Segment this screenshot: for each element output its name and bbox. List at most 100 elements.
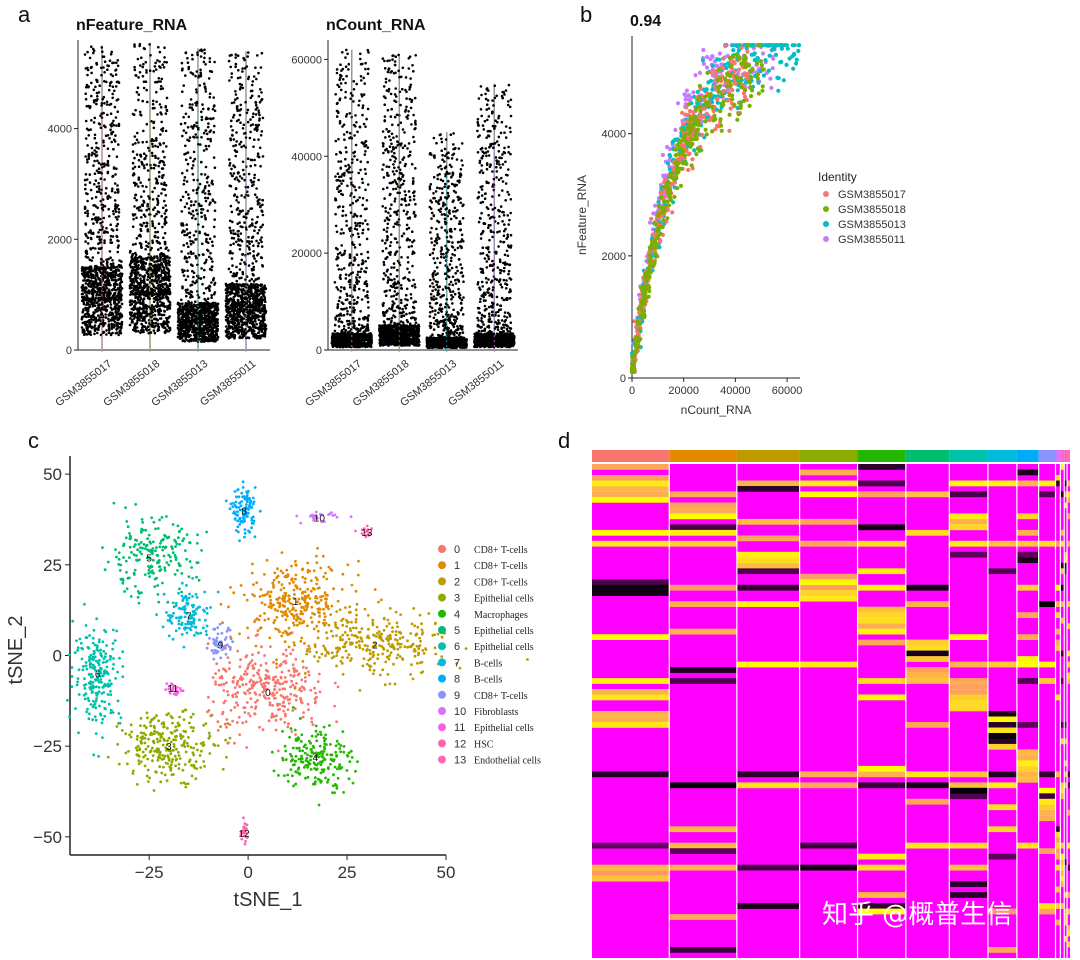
jitter-point bbox=[210, 70, 214, 73]
jitter-point bbox=[95, 79, 99, 82]
jitter-point bbox=[139, 181, 142, 184]
jitter-point bbox=[187, 196, 191, 200]
jitter-point bbox=[159, 309, 163, 313]
jitter-point bbox=[206, 326, 210, 330]
jitter-point bbox=[86, 199, 89, 203]
jitter-point bbox=[107, 293, 111, 296]
violin-GSM3855017: GSM3855017 bbox=[53, 45, 124, 409]
jitter-point bbox=[202, 327, 205, 330]
jitter-point bbox=[151, 272, 154, 275]
jitter-point bbox=[189, 250, 193, 254]
jitter-point bbox=[198, 332, 201, 336]
jitter-point bbox=[259, 88, 262, 91]
jitter-point bbox=[109, 303, 113, 306]
jitter-point bbox=[185, 223, 188, 226]
jitter-point bbox=[86, 307, 90, 311]
jitter-point bbox=[106, 197, 110, 200]
jitter-point bbox=[168, 326, 172, 330]
jitter-point bbox=[82, 301, 85, 304]
jitter-point bbox=[135, 198, 138, 202]
jitter-point bbox=[117, 215, 120, 218]
jitter-point bbox=[160, 322, 163, 326]
jitter-point bbox=[188, 231, 192, 235]
jitter-point bbox=[235, 285, 239, 288]
jitter-point bbox=[232, 229, 235, 232]
jitter-point bbox=[162, 313, 166, 317]
jitter-point bbox=[192, 160, 195, 163]
jitter-point bbox=[229, 243, 232, 247]
jitter-point bbox=[188, 103, 192, 106]
jitter-point bbox=[203, 52, 206, 55]
jitter-point bbox=[239, 76, 242, 79]
jitter-point bbox=[119, 326, 123, 329]
jitter-point bbox=[134, 275, 137, 279]
y-tick-label: 60000 bbox=[291, 54, 322, 66]
jitter-point bbox=[186, 162, 190, 166]
jitter-point bbox=[229, 333, 233, 337]
jitter-point bbox=[158, 60, 161, 63]
jitter-point bbox=[204, 299, 208, 302]
jitter-point bbox=[238, 87, 242, 91]
jitter-point bbox=[99, 192, 103, 195]
jitter-point bbox=[140, 257, 143, 261]
jitter-point bbox=[156, 299, 159, 302]
jitter-point bbox=[136, 57, 140, 61]
jitter-point bbox=[152, 284, 155, 287]
jitter-point bbox=[104, 313, 107, 316]
jitter-point bbox=[86, 50, 89, 54]
jitter-point bbox=[160, 192, 163, 195]
jitter-point bbox=[86, 242, 90, 245]
jitter-point bbox=[198, 182, 202, 186]
jitter-point bbox=[162, 278, 166, 282]
jitter-point bbox=[145, 163, 149, 166]
jitter-point bbox=[240, 316, 244, 319]
jitter-point bbox=[116, 302, 119, 306]
jitter-point bbox=[236, 298, 240, 302]
jitter-point bbox=[83, 178, 87, 182]
jitter-point bbox=[180, 250, 183, 253]
jitter-point bbox=[214, 302, 218, 306]
jitter-point bbox=[144, 60, 148, 64]
jitter-point bbox=[194, 317, 197, 321]
jitter-point bbox=[197, 76, 200, 79]
jitter-point bbox=[133, 258, 137, 261]
jitter-point bbox=[152, 300, 156, 304]
jitter-point bbox=[200, 160, 203, 164]
jitter-point bbox=[334, 246, 338, 250]
jitter-point bbox=[355, 82, 359, 86]
jitter-point bbox=[92, 99, 96, 102]
jitter-point bbox=[83, 333, 86, 337]
jitter-point bbox=[158, 65, 161, 68]
jitter-point bbox=[98, 293, 102, 297]
jitter-point bbox=[142, 164, 146, 167]
jitter-point bbox=[159, 80, 162, 83]
jitter-point bbox=[161, 276, 165, 280]
jitter-point bbox=[86, 68, 90, 72]
jitter-point bbox=[98, 238, 102, 242]
jitter-point bbox=[96, 218, 99, 222]
jitter-point bbox=[110, 131, 114, 135]
jitter-point bbox=[155, 139, 158, 142]
jitter-point bbox=[97, 319, 100, 322]
jitter-point bbox=[194, 335, 197, 339]
jitter-point bbox=[213, 218, 216, 221]
jitter-point bbox=[256, 128, 259, 131]
jitter-point bbox=[193, 157, 197, 161]
jitter-point bbox=[362, 122, 366, 126]
jitter-point bbox=[167, 269, 171, 273]
jitter-point bbox=[93, 217, 97, 220]
jitter-point bbox=[180, 298, 183, 302]
jitter-point bbox=[97, 147, 100, 150]
jitter-point bbox=[142, 267, 146, 271]
jitter-point bbox=[131, 167, 135, 170]
jitter-point bbox=[253, 193, 257, 196]
jitter-point bbox=[229, 138, 233, 142]
jitter-point bbox=[161, 206, 165, 210]
jitter-point bbox=[343, 138, 346, 141]
jitter-point bbox=[340, 192, 343, 196]
jitter-point bbox=[226, 294, 230, 297]
jitter-point bbox=[87, 152, 91, 156]
jitter-point bbox=[226, 316, 230, 320]
jitter-point bbox=[227, 308, 230, 311]
jitter-point bbox=[140, 216, 143, 219]
